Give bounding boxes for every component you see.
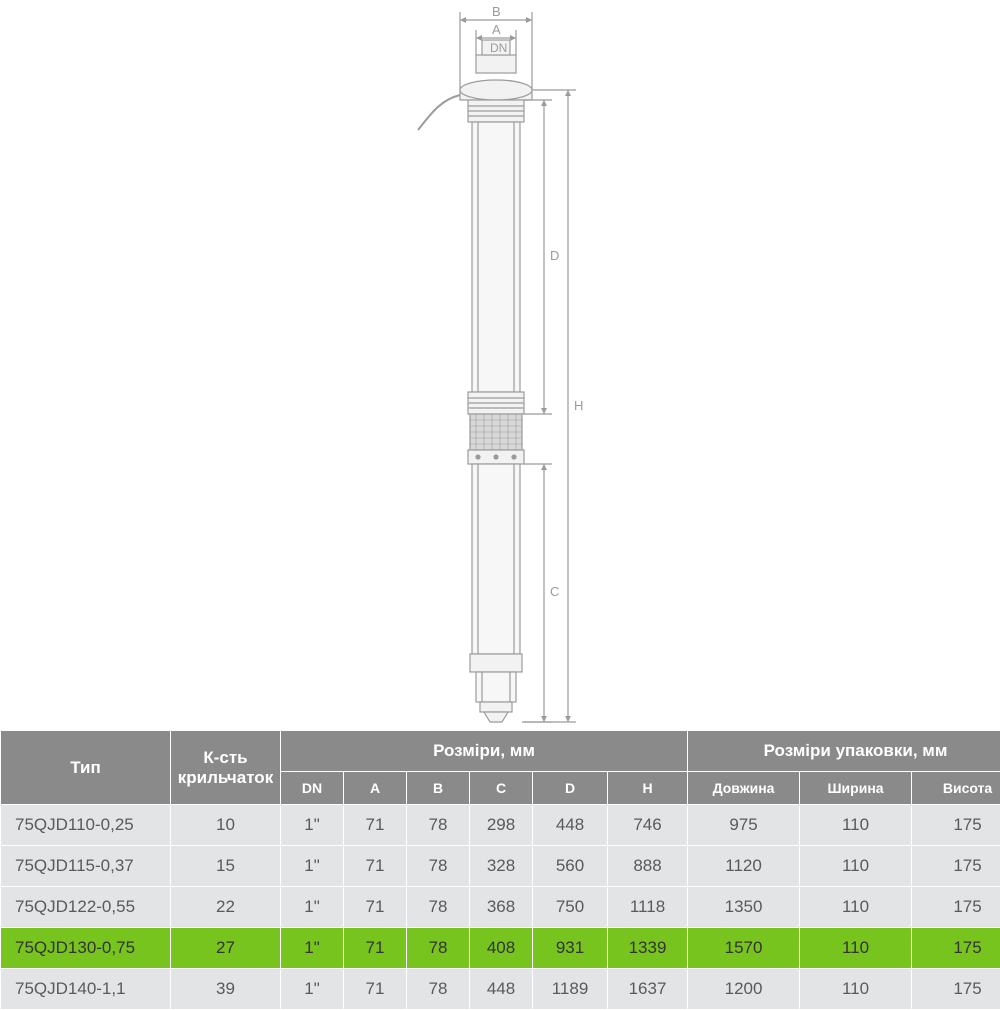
cell-H: 888 [608,846,688,887]
cell-type: 75QJD122-0,55 [1,887,171,928]
cell-C: 298 [470,805,533,846]
cell-wid: 110 [800,928,912,969]
cell-D: 750 [533,887,608,928]
cell-A: 71 [344,846,407,887]
th-dn: DN [281,772,344,805]
cell-C: 448 [470,969,533,1010]
cell-wid: 110 [800,805,912,846]
cell-DN: 1" [281,887,344,928]
cell-H: 1339 [608,928,688,969]
cell-type: 75QJD130-0,75 [1,928,171,969]
cell-DN: 1" [281,846,344,887]
th-wid: Ширина [800,772,912,805]
cell-A: 71 [344,928,407,969]
cell-type: 75QJD110-0,25 [1,805,171,846]
table-row: 75QJD130-0,75271"71784089311339157011017… [1,928,1000,969]
th-dims: Розміри, мм [281,731,688,772]
cell-wid: 110 [800,846,912,887]
th-a: A [344,772,407,805]
cell-hgt: 175 [912,928,1000,969]
th-c: C [470,772,533,805]
cell-A: 71 [344,805,407,846]
th-b: B [407,772,470,805]
label-c: C [550,584,559,599]
cell-B: 78 [407,928,470,969]
label-dn: DN [490,41,507,55]
cell-type: 75QJD115-0,37 [1,846,171,887]
cell-imp: 15 [171,846,281,887]
cell-C: 368 [470,887,533,928]
cell-imp: 27 [171,928,281,969]
cell-C: 328 [470,846,533,887]
table-row: 75QJD122-0,55221"71783687501118135011017… [1,887,1000,928]
cell-len: 1570 [688,928,800,969]
label-h: H [574,398,583,413]
cell-len: 975 [688,805,800,846]
th-type: Тип [1,731,171,805]
cell-wid: 110 [800,969,912,1010]
cell-D: 560 [533,846,608,887]
cell-hgt: 175 [912,846,1000,887]
cell-H: 1637 [608,969,688,1010]
cell-A: 71 [344,969,407,1010]
pump-diagram: DN [0,0,1000,730]
cell-H: 746 [608,805,688,846]
cell-hgt: 175 [912,969,1000,1010]
cell-len: 1200 [688,969,800,1010]
cell-DN: 1" [281,928,344,969]
table-row: 75QJD140-1,1391"717844811891637120011017… [1,969,1000,1010]
cell-len: 1120 [688,846,800,887]
th-len: Довжина [688,772,800,805]
cell-len: 1350 [688,887,800,928]
cell-B: 78 [407,805,470,846]
cell-C: 408 [470,928,533,969]
table-row: 75QJD110-0,25101"7178298448746975110175 [1,805,1000,846]
spec-table-body: 75QJD110-0,25101"71782984487469751101757… [1,805,1000,1010]
cell-imp: 39 [171,969,281,1010]
cell-B: 78 [407,846,470,887]
cell-D: 1189 [533,969,608,1010]
th-pack: Розміри упаковки, мм [688,731,1000,772]
cell-B: 78 [407,969,470,1010]
cell-A: 71 [344,887,407,928]
cell-imp: 10 [171,805,281,846]
cell-D: 448 [533,805,608,846]
cell-DN: 1" [281,969,344,1010]
cell-D: 931 [533,928,608,969]
label-b: B [492,4,501,19]
cell-DN: 1" [281,805,344,846]
th-d: D [533,772,608,805]
label-d: D [550,248,559,263]
th-hgt: Висота [912,772,1000,805]
cell-H: 1118 [608,887,688,928]
cell-imp: 22 [171,887,281,928]
label-a: A [492,22,501,37]
table-row: 75QJD115-0,37151"71783285608881120110175 [1,846,1000,887]
cell-wid: 110 [800,887,912,928]
th-h: H [608,772,688,805]
spec-table-container: Тип К-сть крильчаток Розміри, мм Розміри… [0,730,1000,1010]
cell-hgt: 175 [912,805,1000,846]
th-impellers: К-сть крильчаток [171,731,281,805]
cell-B: 78 [407,887,470,928]
cell-hgt: 175 [912,887,1000,928]
cell-type: 75QJD140-1,1 [1,969,171,1010]
spec-table: Тип К-сть крильчаток Розміри, мм Розміри… [0,730,1000,1010]
